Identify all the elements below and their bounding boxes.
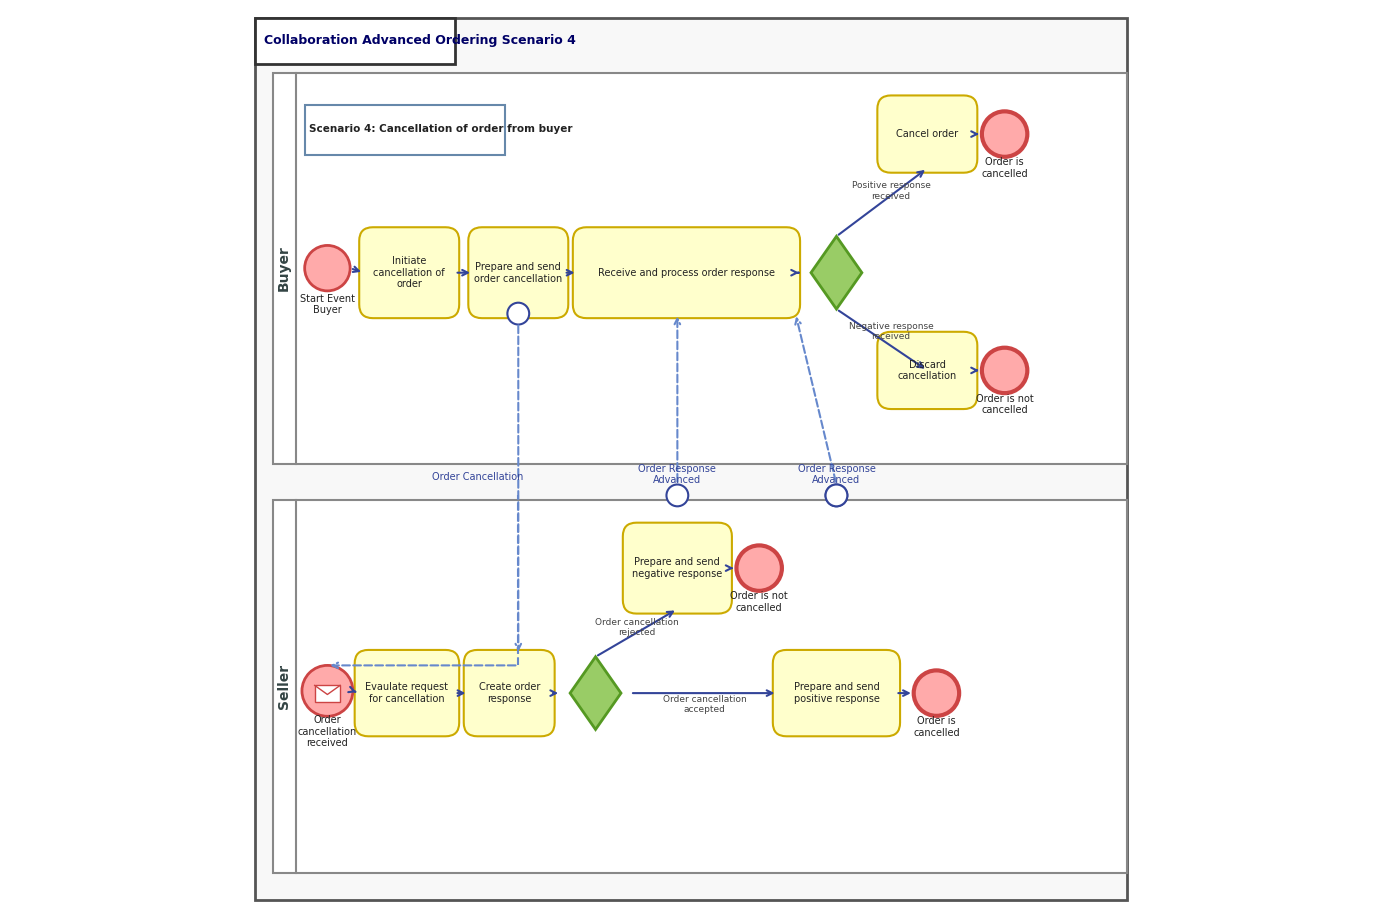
Text: Cancel order: Cancel order xyxy=(897,129,958,139)
Circle shape xyxy=(981,112,1027,157)
Text: Discard
cancellation: Discard cancellation xyxy=(898,360,956,381)
Circle shape xyxy=(666,484,688,506)
Circle shape xyxy=(981,348,1027,394)
Text: Order is
cancelled: Order is cancelled xyxy=(981,157,1028,179)
FancyBboxPatch shape xyxy=(272,73,1128,464)
Text: Order is not
cancelled: Order is not cancelled xyxy=(730,591,788,613)
Text: Evaulate request
for cancellation: Evaulate request for cancellation xyxy=(365,683,448,704)
Text: Prepare and send
positive response: Prepare and send positive response xyxy=(793,683,879,704)
Text: Positive response
received: Positive response received xyxy=(851,181,930,201)
Text: Collaboration Advanced Ordering Scenario 4: Collaboration Advanced Ordering Scenario… xyxy=(264,35,576,47)
FancyBboxPatch shape xyxy=(254,18,455,64)
FancyBboxPatch shape xyxy=(359,227,459,318)
FancyBboxPatch shape xyxy=(304,105,504,155)
FancyBboxPatch shape xyxy=(464,650,554,736)
Circle shape xyxy=(507,303,529,325)
Polygon shape xyxy=(571,656,621,729)
Text: Scenario 4: Cancellation of order from buyer: Scenario 4: Cancellation of order from b… xyxy=(310,124,572,135)
Text: Seller: Seller xyxy=(276,664,290,709)
Circle shape xyxy=(304,245,350,291)
FancyBboxPatch shape xyxy=(572,227,800,318)
FancyBboxPatch shape xyxy=(315,685,340,702)
FancyBboxPatch shape xyxy=(254,18,1128,900)
Text: Order is not
cancelled: Order is not cancelled xyxy=(976,394,1034,415)
Text: Negative response
received: Negative response received xyxy=(849,322,933,342)
Text: Initiate
cancellation of
order: Initiate cancellation of order xyxy=(373,256,445,289)
Circle shape xyxy=(825,484,847,506)
Text: Start Event
Buyer: Start Event Buyer xyxy=(300,294,355,315)
Text: Create order
response: Create order response xyxy=(478,683,540,704)
FancyBboxPatch shape xyxy=(773,650,900,736)
Text: Receive and process order response: Receive and process order response xyxy=(598,267,775,278)
Text: Order cancellation
accepted: Order cancellation accepted xyxy=(663,694,746,714)
Text: Buyer: Buyer xyxy=(276,245,290,291)
FancyBboxPatch shape xyxy=(623,523,732,614)
FancyBboxPatch shape xyxy=(272,500,1128,873)
FancyBboxPatch shape xyxy=(468,227,568,318)
Circle shape xyxy=(301,665,352,716)
Text: Prepare and send
negative response: Prepare and send negative response xyxy=(632,557,723,579)
Text: Order is
cancelled: Order is cancelled xyxy=(914,716,959,738)
Text: Order Response
Advanced: Order Response Advanced xyxy=(638,464,716,485)
Polygon shape xyxy=(811,236,862,309)
Text: Order
cancellation
received: Order cancellation received xyxy=(297,715,357,748)
Text: Prepare and send
order cancellation: Prepare and send order cancellation xyxy=(474,262,562,284)
Circle shape xyxy=(825,484,847,506)
FancyBboxPatch shape xyxy=(878,95,977,173)
Text: Order Cancellation: Order Cancellation xyxy=(431,472,522,483)
FancyBboxPatch shape xyxy=(878,332,977,409)
Text: Order Response
Advanced: Order Response Advanced xyxy=(797,464,875,485)
Circle shape xyxy=(914,671,959,716)
FancyBboxPatch shape xyxy=(355,650,459,736)
Circle shape xyxy=(737,545,782,591)
Text: Order cancellation
rejected: Order cancellation rejected xyxy=(594,617,679,637)
